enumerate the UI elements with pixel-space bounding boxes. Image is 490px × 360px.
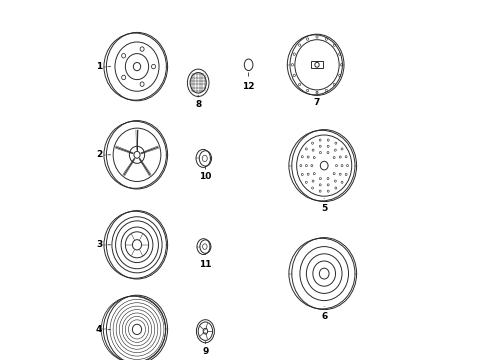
Text: 2: 2 — [96, 150, 111, 159]
Text: 4: 4 — [96, 325, 111, 334]
Text: 6: 6 — [321, 307, 327, 321]
Text: 9: 9 — [202, 342, 209, 356]
Text: 11: 11 — [199, 254, 212, 269]
Text: 7: 7 — [314, 91, 320, 107]
Text: 10: 10 — [199, 166, 212, 181]
Text: 1: 1 — [96, 62, 111, 71]
Text: 8: 8 — [195, 95, 201, 109]
Text: 12: 12 — [243, 73, 255, 91]
Text: 5: 5 — [321, 199, 327, 213]
Text: 3: 3 — [96, 240, 111, 249]
